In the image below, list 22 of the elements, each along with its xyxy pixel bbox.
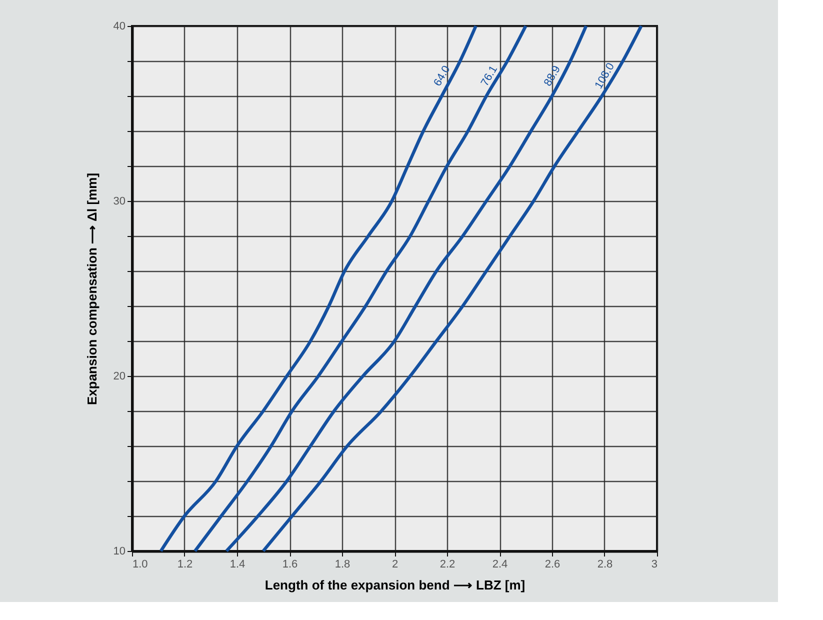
x-tick-label: 2.6 [544, 558, 560, 570]
x-axis-title: Length of the expansion bend ⟶ LBZ [m] [264, 578, 526, 592]
y-tick-label: 40 [113, 20, 126, 32]
x-tick-label: 1.6 [282, 558, 298, 570]
x-tick-label: 2.2 [440, 558, 456, 570]
x-tick-label: 1.0 [132, 558, 148, 570]
text: 76.1 [478, 64, 500, 88]
y-tick-label: 30 [113, 196, 126, 208]
line-series [193, 24, 528, 553]
x-tick-label: 2 [392, 558, 398, 570]
line-series [262, 24, 643, 553]
line-series [224, 24, 588, 553]
line-series [159, 24, 478, 553]
x-tick-label: 1.8 [334, 558, 350, 570]
x-tick-label: 1.2 [177, 558, 193, 570]
x-tick-label: 2.4 [492, 558, 508, 570]
x-tick-label: 3 [651, 558, 658, 570]
y-axis-title: Expansion compensation ⟶ Δl [mm] [84, 172, 100, 406]
x-tick-label: 1.4 [230, 558, 246, 570]
y-tick-label: 20 [113, 370, 126, 382]
x-tick-label: 2.8 [597, 558, 613, 570]
y-tick-label: 10 [113, 546, 126, 558]
